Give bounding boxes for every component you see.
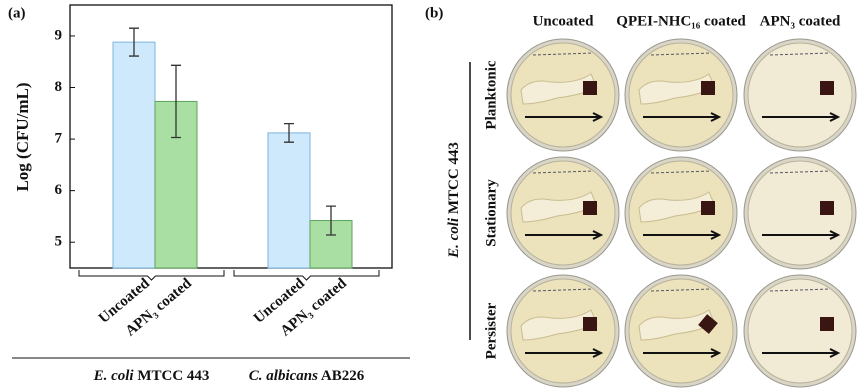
dish-writing bbox=[532, 288, 594, 292]
dish-writing bbox=[532, 52, 594, 56]
y-tick-label: 7 bbox=[55, 131, 63, 147]
dish-writing bbox=[769, 52, 831, 56]
dish-writing bbox=[769, 288, 831, 292]
dish-agar bbox=[747, 160, 853, 266]
error-bar bbox=[129, 27, 139, 57]
group-label-text: AB226 bbox=[321, 368, 365, 384]
y-tick-label: 8 bbox=[55, 79, 63, 95]
direction-arrow bbox=[762, 348, 841, 358]
y-tick-label: 6 bbox=[55, 182, 63, 198]
group-bracket bbox=[233, 270, 380, 281]
row-label: Planktonic bbox=[483, 60, 499, 130]
direction-arrow bbox=[525, 348, 604, 358]
coupon bbox=[820, 201, 834, 215]
dish-agar bbox=[747, 278, 853, 384]
row-label: Persister bbox=[483, 302, 499, 359]
group-label-italic: C. albicans bbox=[249, 368, 318, 384]
group-label: C. albicans AB226 bbox=[249, 368, 365, 384]
direction-arrow bbox=[643, 112, 722, 122]
dish-writing bbox=[650, 288, 712, 292]
plot-frame bbox=[69, 4, 393, 269]
coupon bbox=[698, 314, 718, 334]
direction-arrow bbox=[762, 112, 841, 122]
direction-arrow bbox=[643, 230, 722, 240]
dish-grid bbox=[506, 38, 857, 388]
column-header: Uncoated bbox=[533, 13, 594, 29]
coupon bbox=[820, 81, 834, 95]
direction-arrow bbox=[525, 112, 604, 122]
bar bbox=[112, 41, 156, 269]
direction-arrow bbox=[762, 230, 841, 240]
side-label-text: MTCC 443 bbox=[446, 142, 462, 214]
error-bar bbox=[326, 205, 336, 236]
coupon bbox=[583, 81, 597, 95]
y-tick-label: 9 bbox=[55, 27, 63, 43]
direction-arrow bbox=[643, 348, 722, 358]
dish-writing bbox=[650, 170, 712, 174]
bar bbox=[267, 132, 311, 269]
row-label: Stationary bbox=[483, 179, 499, 247]
error-bar bbox=[284, 122, 294, 143]
group-label-italic: E. coli bbox=[93, 368, 135, 384]
coupon bbox=[583, 201, 597, 215]
direction-arrow bbox=[525, 230, 604, 240]
error-bar bbox=[171, 64, 181, 139]
side-label-italic: E. coli bbox=[446, 217, 462, 259]
dish-writing bbox=[650, 52, 712, 56]
group-bracket bbox=[78, 270, 225, 281]
coupon bbox=[820, 317, 834, 331]
group-label-text: MTCC 443 bbox=[137, 368, 209, 384]
panel-label: (b) bbox=[425, 5, 443, 21]
column-header: QPEI-NHC₁₆ coated bbox=[616, 13, 746, 29]
dish-agar bbox=[747, 42, 853, 148]
coupon bbox=[701, 81, 715, 95]
column-header: APN₃ coated bbox=[760, 13, 841, 29]
y-tick-label: 5 bbox=[55, 234, 63, 250]
coupon bbox=[701, 201, 715, 215]
group-label: E. coli MTCC 443 bbox=[93, 368, 210, 384]
side-label: E. coli MTCC 443 bbox=[446, 142, 462, 259]
coupon bbox=[583, 317, 597, 331]
panel-label: (a) bbox=[8, 5, 26, 21]
dish-writing bbox=[769, 170, 831, 174]
y-axis-title: Log (CFU/mL) bbox=[13, 82, 32, 191]
dish-writing bbox=[532, 170, 594, 174]
